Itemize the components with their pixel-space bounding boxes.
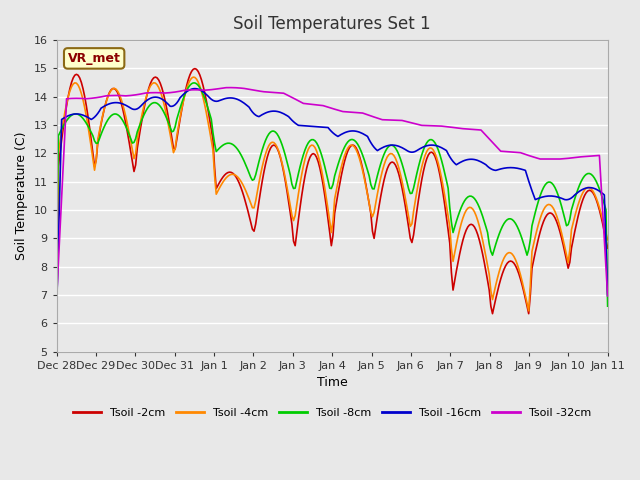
Tsoil -32cm	[218, 85, 225, 91]
Tsoil -32cm	[505, 149, 513, 155]
Tsoil -4cm	[189, 74, 197, 80]
Tsoil -8cm	[53, 253, 61, 259]
Y-axis label: Soil Temperature (C): Soil Temperature (C)	[15, 132, 28, 260]
Tsoil -32cm	[512, 149, 520, 155]
Tsoil -32cm	[225, 85, 233, 91]
Tsoil -4cm	[604, 237, 611, 243]
Tsoil -16cm	[364, 133, 371, 139]
Tsoil -8cm	[175, 111, 182, 117]
Tsoil -8cm	[505, 216, 513, 222]
Tsoil -2cm	[604, 245, 611, 251]
X-axis label: Time: Time	[317, 376, 348, 389]
Tsoil -16cm	[219, 96, 227, 102]
Tsoil -2cm	[60, 125, 67, 131]
Line: Tsoil -4cm: Tsoil -4cm	[57, 77, 607, 326]
Tsoil -4cm	[512, 257, 520, 263]
Tsoil -8cm	[364, 168, 371, 173]
Tsoil -16cm	[53, 304, 61, 310]
Tsoil -16cm	[60, 116, 67, 121]
Tsoil -16cm	[604, 292, 611, 298]
Tsoil -32cm	[53, 293, 61, 299]
Tsoil -16cm	[191, 86, 198, 92]
Tsoil -4cm	[219, 180, 227, 185]
Tsoil -2cm	[364, 191, 371, 197]
Tsoil -16cm	[175, 98, 182, 104]
Tsoil -16cm	[512, 165, 520, 171]
Tsoil -16cm	[505, 165, 513, 170]
Line: Tsoil -2cm: Tsoil -2cm	[57, 69, 607, 333]
Tsoil -8cm	[219, 143, 227, 148]
Tsoil -8cm	[604, 303, 611, 309]
Tsoil -32cm	[364, 112, 371, 118]
Tsoil -2cm	[505, 259, 513, 264]
Tsoil -4cm	[60, 119, 67, 124]
Tsoil -8cm	[60, 123, 67, 129]
Tsoil -2cm	[191, 66, 198, 72]
Tsoil -8cm	[191, 80, 198, 86]
Tsoil -4cm	[175, 124, 182, 130]
Line: Tsoil -8cm: Tsoil -8cm	[57, 83, 607, 306]
Tsoil -4cm	[364, 192, 371, 197]
Title: Soil Temperatures Set 1: Soil Temperatures Set 1	[234, 15, 431, 33]
Line: Tsoil -16cm: Tsoil -16cm	[57, 89, 607, 307]
Text: VR_met: VR_met	[68, 52, 120, 65]
Tsoil -2cm	[175, 126, 182, 132]
Legend: Tsoil -2cm, Tsoil -4cm, Tsoil -8cm, Tsoil -16cm, Tsoil -32cm: Tsoil -2cm, Tsoil -4cm, Tsoil -8cm, Tsoi…	[68, 404, 596, 423]
Tsoil -4cm	[53, 323, 61, 329]
Tsoil -32cm	[604, 293, 611, 299]
Tsoil -2cm	[53, 330, 61, 336]
Tsoil -32cm	[60, 162, 67, 168]
Tsoil -2cm	[512, 263, 520, 269]
Tsoil -4cm	[505, 250, 513, 255]
Tsoil -2cm	[219, 174, 227, 180]
Tsoil -32cm	[175, 89, 182, 95]
Line: Tsoil -32cm: Tsoil -32cm	[57, 88, 607, 296]
Tsoil -8cm	[512, 221, 520, 227]
